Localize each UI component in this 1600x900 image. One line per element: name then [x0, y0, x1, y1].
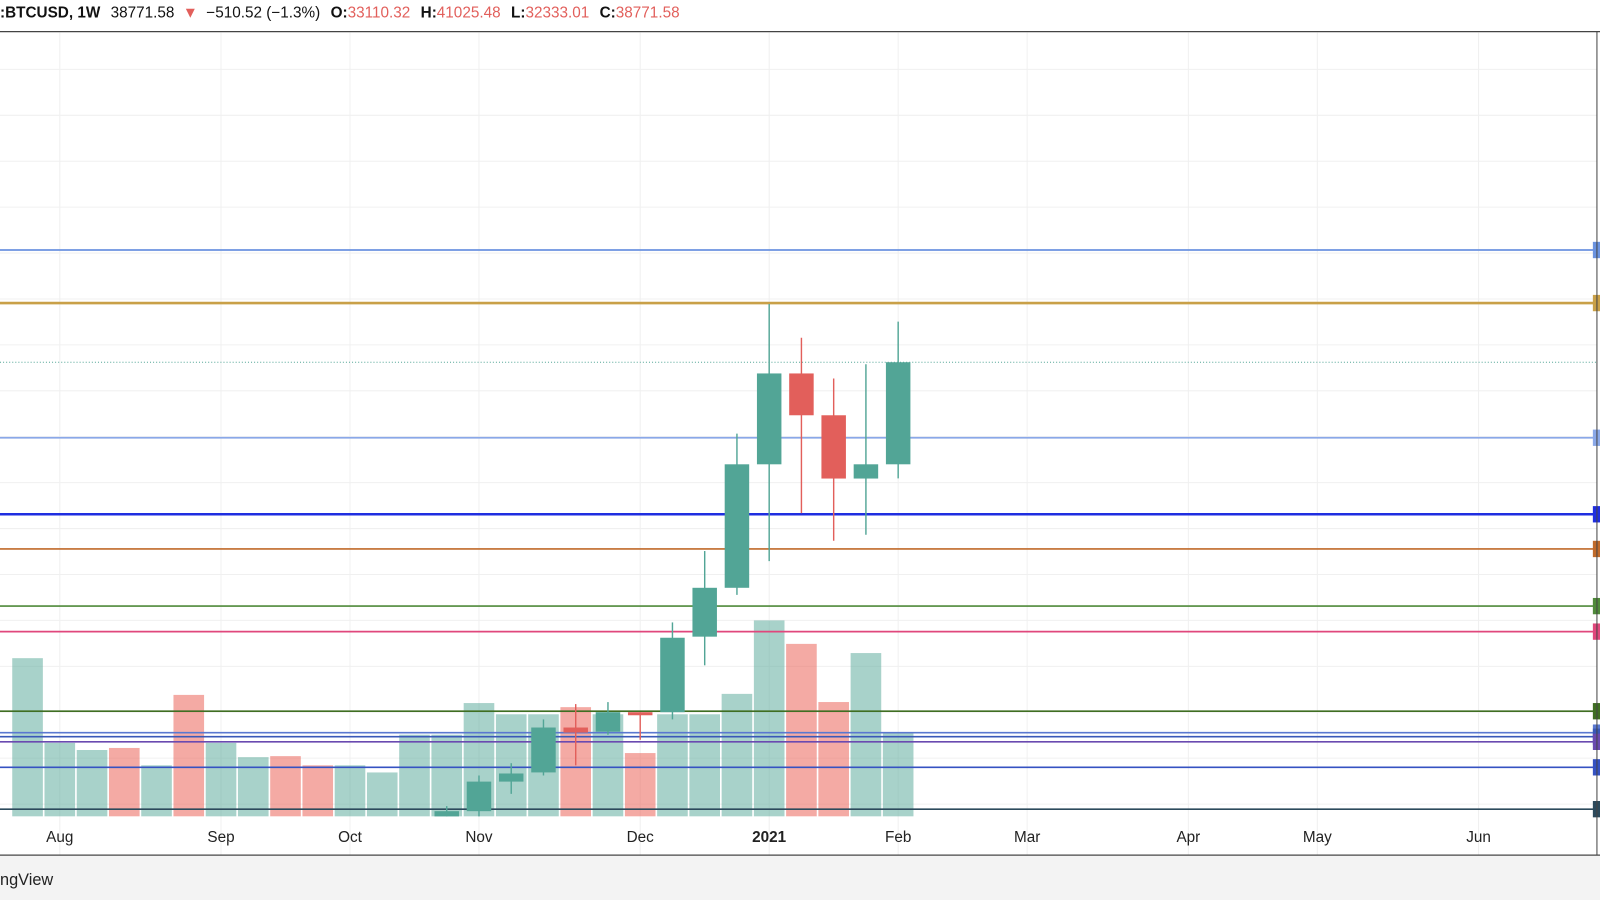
volume-bar — [237, 757, 269, 817]
volume-bar — [44, 742, 76, 817]
candle-body — [627, 712, 653, 716]
header: :BTCUSD, 1W 38771.58 ▼ −510.52 (−1.3%) O… — [0, 4, 680, 21]
volume-bar — [141, 765, 172, 817]
volume-bar — [624, 753, 656, 817]
x-tick-label: 2021 — [752, 829, 787, 846]
x-tick-label: Apr — [1176, 829, 1200, 846]
candles — [434, 304, 911, 817]
volume-bar — [108, 747, 140, 817]
x-tick-label: Aug — [46, 829, 73, 846]
candle-body — [724, 464, 750, 588]
arrow: ▼ — [183, 4, 198, 21]
high-label: H: — [421, 4, 437, 21]
x-tick-label: Feb — [885, 829, 911, 846]
x-tick-label: Mar — [1014, 829, 1040, 846]
symbol: :BTCUSD, 1W — [0, 4, 101, 21]
candle-body — [660, 637, 685, 713]
volume-bar — [850, 653, 882, 817]
volume-bar — [173, 694, 205, 817]
candle-body — [531, 727, 556, 773]
volume-bar — [302, 765, 334, 817]
volume-bar — [721, 693, 753, 817]
low-value: 32333.01 — [525, 4, 589, 21]
levels — [0, 241, 1600, 818]
volume-bar — [818, 702, 849, 817]
footer-bar — [0, 856, 1600, 900]
candle-body — [853, 464, 879, 479]
candle-body — [595, 712, 621, 732]
candle-body — [885, 362, 911, 465]
candle-body — [821, 415, 846, 479]
close-value: 38771.58 — [616, 4, 680, 21]
candle-body — [466, 781, 492, 812]
x-tick-label: Jun — [1466, 829, 1491, 846]
candle-body — [563, 727, 588, 733]
high-value: 41025.48 — [437, 4, 501, 21]
x-axis: Aug Sep Oct Nov Dec 2021 Feb Mar Apr May Jun — [46, 829, 1491, 846]
change: −510.52 (−1.3%) — [206, 4, 320, 21]
x-tick-label: Dec — [627, 829, 655, 846]
close-label: C: — [600, 4, 616, 21]
x-tick-label: Sep — [207, 829, 234, 846]
volume-bar — [753, 620, 785, 817]
candle-body — [434, 811, 459, 817]
open-value: 33110.32 — [348, 4, 411, 21]
volume-bar — [882, 732, 914, 817]
volume-bar — [270, 756, 301, 817]
volume-bar — [76, 750, 108, 817]
volume-bar — [399, 734, 430, 817]
candle-body — [692, 587, 717, 637]
volume-bar — [786, 643, 817, 817]
x-tick-label: Oct — [338, 829, 363, 846]
candle-body — [756, 373, 782, 465]
volume-bar — [689, 714, 720, 817]
x-tick-label: May — [1303, 829, 1332, 846]
price: 38771.58 — [111, 4, 175, 21]
candle-body — [498, 773, 524, 782]
footer-brand: ngView — [0, 871, 53, 889]
volume-bar — [431, 734, 463, 817]
open-label: O: — [331, 4, 348, 21]
volume-bar — [334, 765, 366, 817]
x-tick-label: Nov — [465, 829, 493, 846]
volume-bar — [657, 714, 688, 817]
low-label: L: — [511, 4, 525, 21]
candle-body — [789, 373, 814, 416]
volume-bar — [205, 742, 237, 817]
